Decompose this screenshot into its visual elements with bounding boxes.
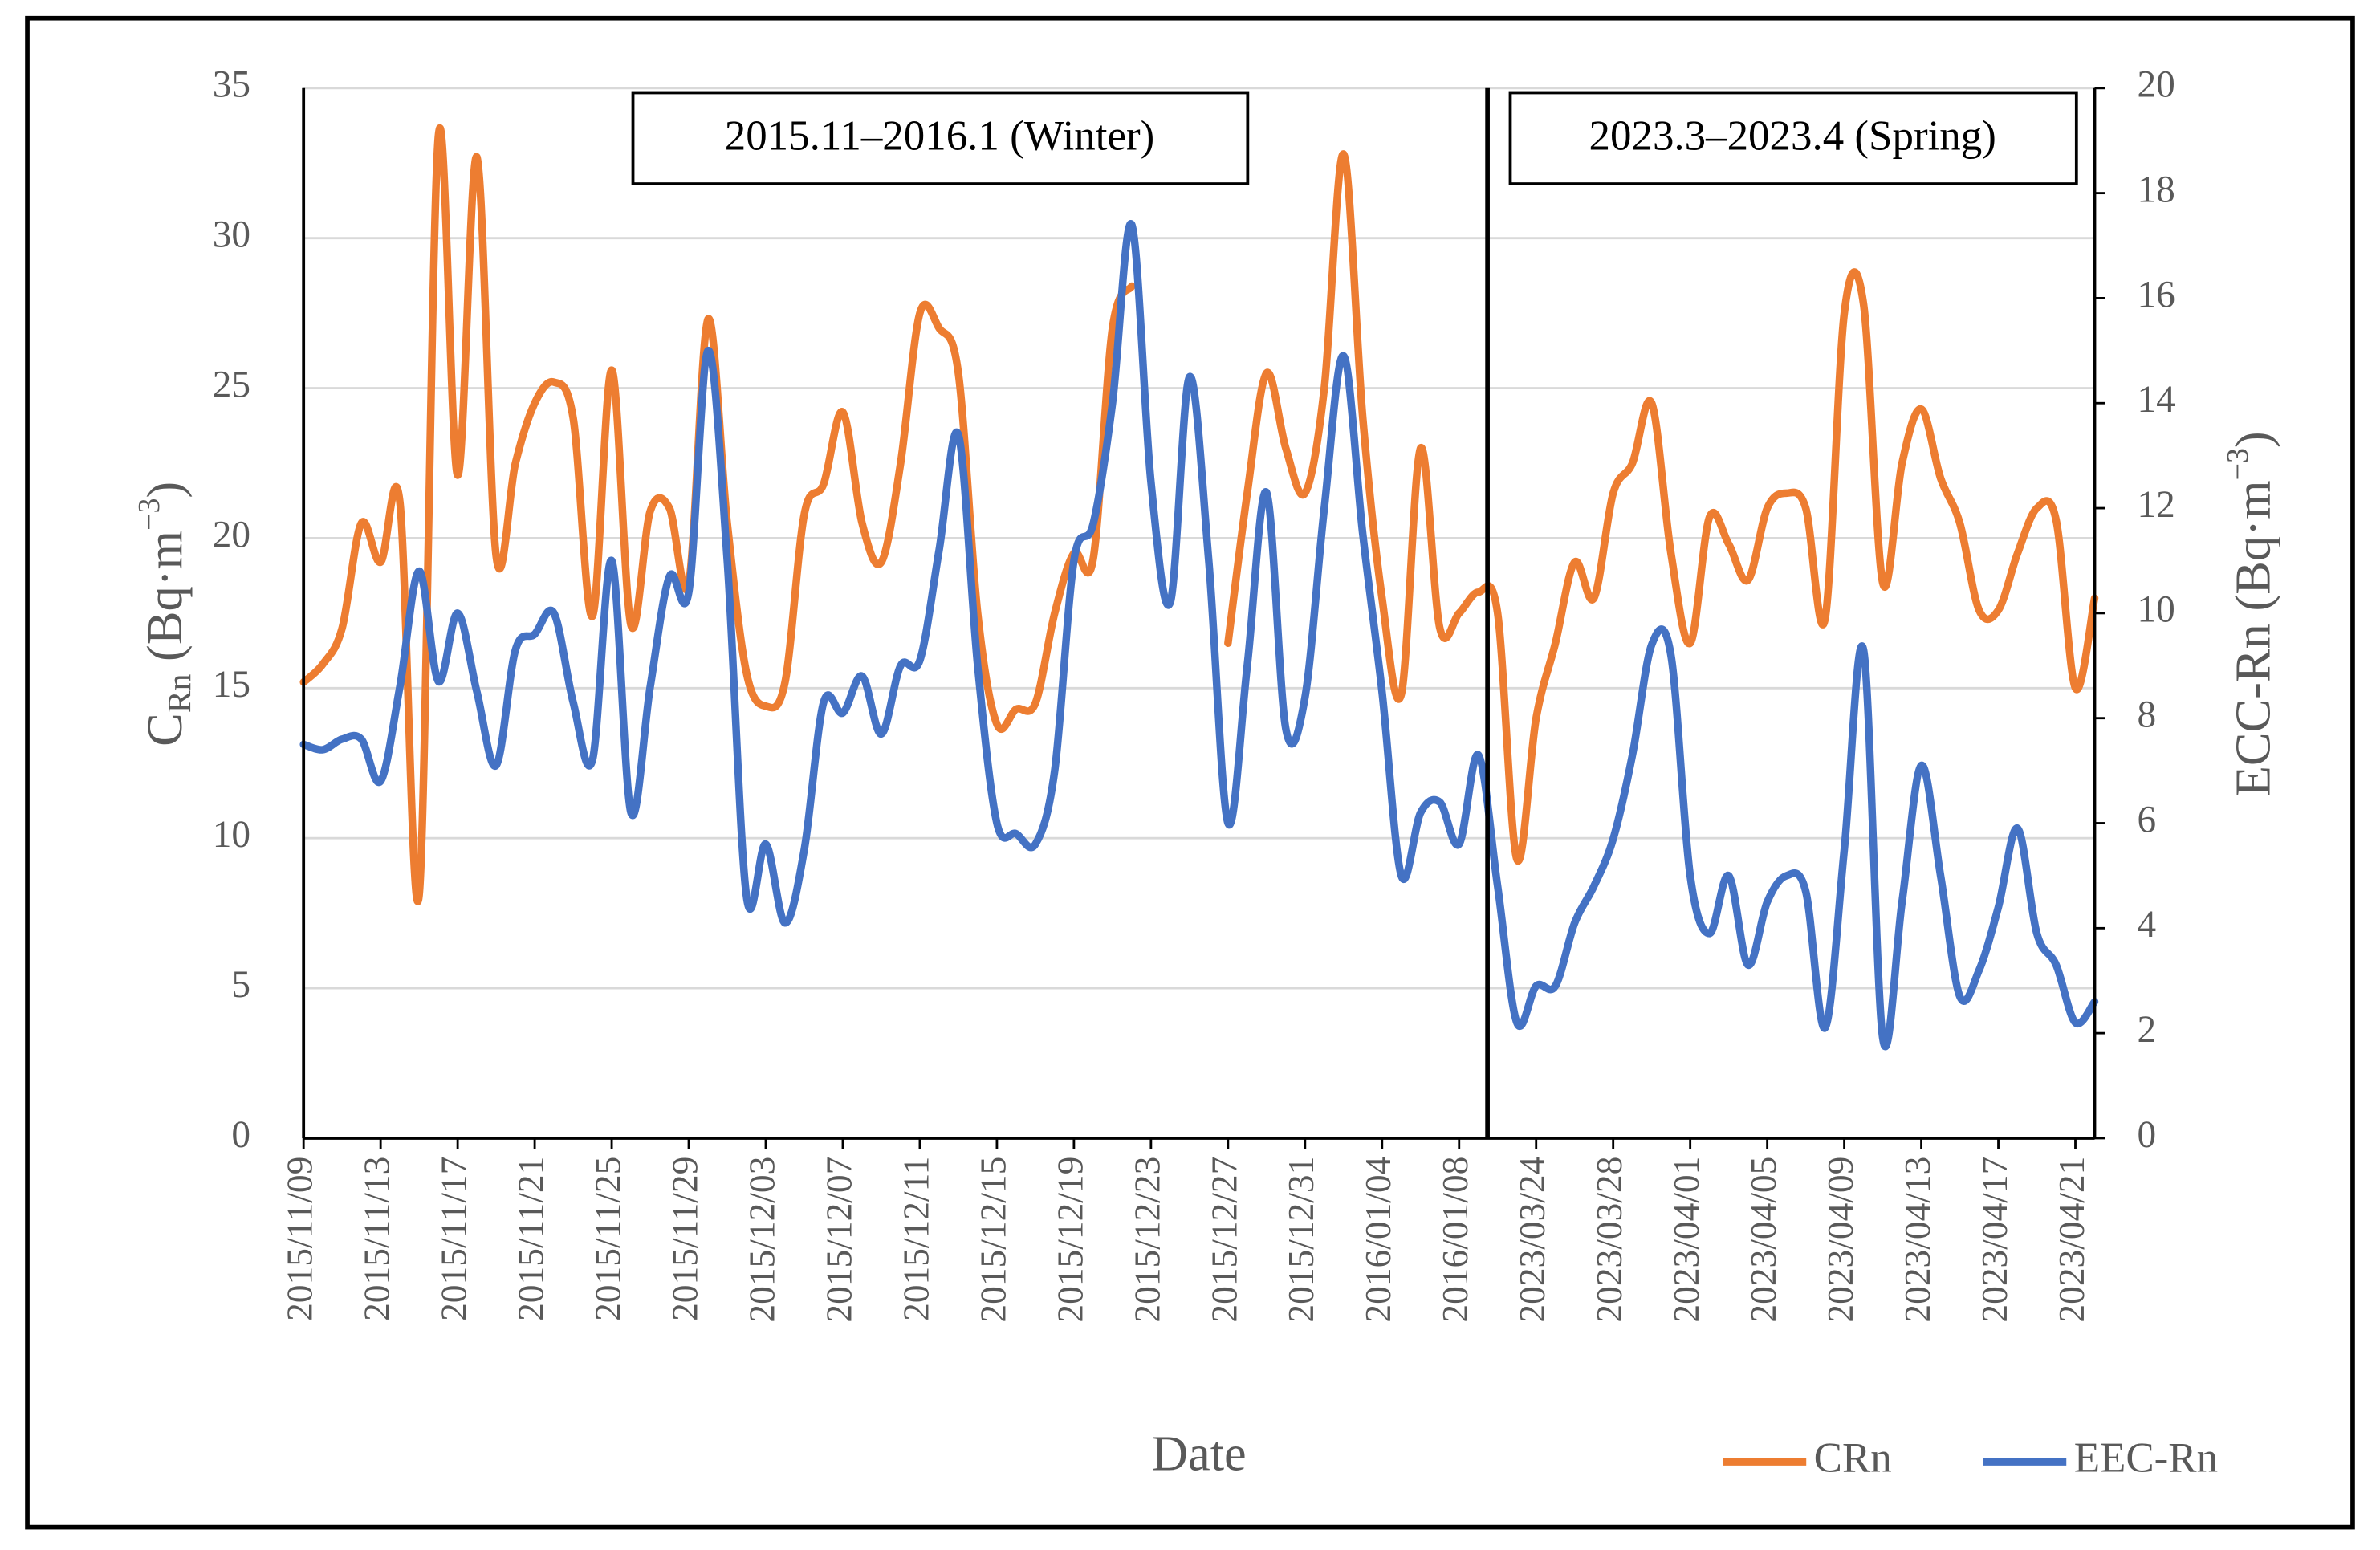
x-tick-label: 2016/01/08 — [1435, 1157, 1475, 1323]
x-axis-title: Date — [1152, 1426, 1247, 1482]
y2-tick-label: 20 — [2137, 64, 2175, 106]
plot — [299, 124, 2099, 1051]
legend-label: EEC-Rn — [2074, 1434, 2218, 1481]
x-tick-label: 2023/04/21 — [2052, 1157, 2092, 1323]
x-tick-label: 2023/04/09 — [1821, 1157, 1861, 1323]
annotation: 2023.3–2023.4 (Spring) — [1589, 112, 1996, 159]
legend-label: CRn — [1814, 1434, 1892, 1481]
x-tick-label: 2015/11/13 — [357, 1157, 397, 1321]
y2-tick-label: 2 — [2137, 1009, 2156, 1051]
annotation: 2015.11–2016.1 (Winter) — [725, 112, 1154, 159]
y-tick-label: 30 — [213, 214, 250, 256]
x-tick-label: 2023/04/05 — [1743, 1157, 1784, 1323]
y-axis-title-part: C — [136, 713, 193, 747]
y-tick-label: 20 — [213, 514, 250, 555]
y-tick-label: 25 — [213, 364, 250, 405]
x-tick-label: 2015/12/15 — [973, 1157, 1013, 1323]
annotation-box — [631, 91, 1250, 185]
y2-tick-label: 0 — [2137, 1114, 2156, 1156]
y2-tick-label: 6 — [2137, 799, 2156, 840]
data-line — [299, 220, 2099, 1051]
x-tick-label: 2015/11/25 — [588, 1157, 629, 1321]
y2-tick-label: 14 — [2137, 379, 2175, 421]
x-tick-label: 2023/04/13 — [1898, 1157, 1938, 1323]
y2-tick-label: 10 — [2137, 589, 2175, 631]
x-tick-label: 2023/04/01 — [1666, 1157, 1707, 1323]
y-axis-title-part: (Bq·m — [136, 531, 193, 674]
y2-axis-title-part: ) — [2225, 431, 2281, 448]
x-tick-label: 2015/12/31 — [1281, 1157, 1321, 1323]
x-tick-label: 2015/11/09 — [280, 1157, 320, 1321]
y-axis-title: CRn (Bq·m−3) — [132, 482, 198, 747]
y-tick-label: 5 — [231, 964, 250, 1006]
y-tick-label: 10 — [213, 814, 250, 856]
y2-axis-title: ECC-Rn (Bq·m−3) — [2221, 431, 2281, 796]
x-tick-label: 2023/04/17 — [1975, 1157, 2015, 1323]
y-tick-label: 0 — [231, 1114, 250, 1156]
x-tick-label: 2015/12/11 — [896, 1157, 936, 1321]
y2-tick-label: 12 — [2137, 484, 2175, 526]
x-tick-label: 2015/11/29 — [665, 1157, 705, 1321]
x-tick-label: 2015/12/23 — [1127, 1157, 1167, 1323]
y2-axis-title-part: (Bq·m — [2225, 480, 2281, 624]
y2-tick-label: 8 — [2137, 694, 2156, 736]
frame — [25, 15, 2355, 1530]
x-tick-label: 2023/03/28 — [1589, 1157, 1629, 1323]
x-tick-label: 2015/12/07 — [819, 1157, 859, 1323]
x-tick-label: 2023/03/24 — [1512, 1157, 1552, 1323]
y2-axis-title-part: ECC-Rn — [2225, 624, 2281, 796]
x-tick-label: 2015/12/27 — [1204, 1157, 1244, 1323]
x-tick-label: 2015/12/19 — [1050, 1157, 1090, 1323]
y-axis-title-part: ) — [136, 482, 193, 498]
y2-tick-label: 4 — [2137, 904, 2156, 946]
y-axis-title-part: Rn — [161, 673, 197, 713]
y-tick-label: 15 — [213, 664, 250, 706]
x-tick-label: 2016/01/04 — [1358, 1157, 1398, 1323]
y2-axis-title-part: −3 — [2221, 448, 2255, 480]
y2-tick-label: 16 — [2137, 274, 2175, 315]
x-tick-label: 2015/11/17 — [434, 1157, 474, 1321]
y-axis-title-part: −3 — [132, 498, 166, 531]
x-tick-label: 2015/12/03 — [742, 1157, 782, 1323]
annotation-box — [1508, 91, 2078, 185]
y-tick-label: 35 — [213, 64, 250, 106]
y2-tick-label: 18 — [2137, 169, 2175, 210]
x-tick-label: 2015/11/21 — [511, 1157, 551, 1321]
